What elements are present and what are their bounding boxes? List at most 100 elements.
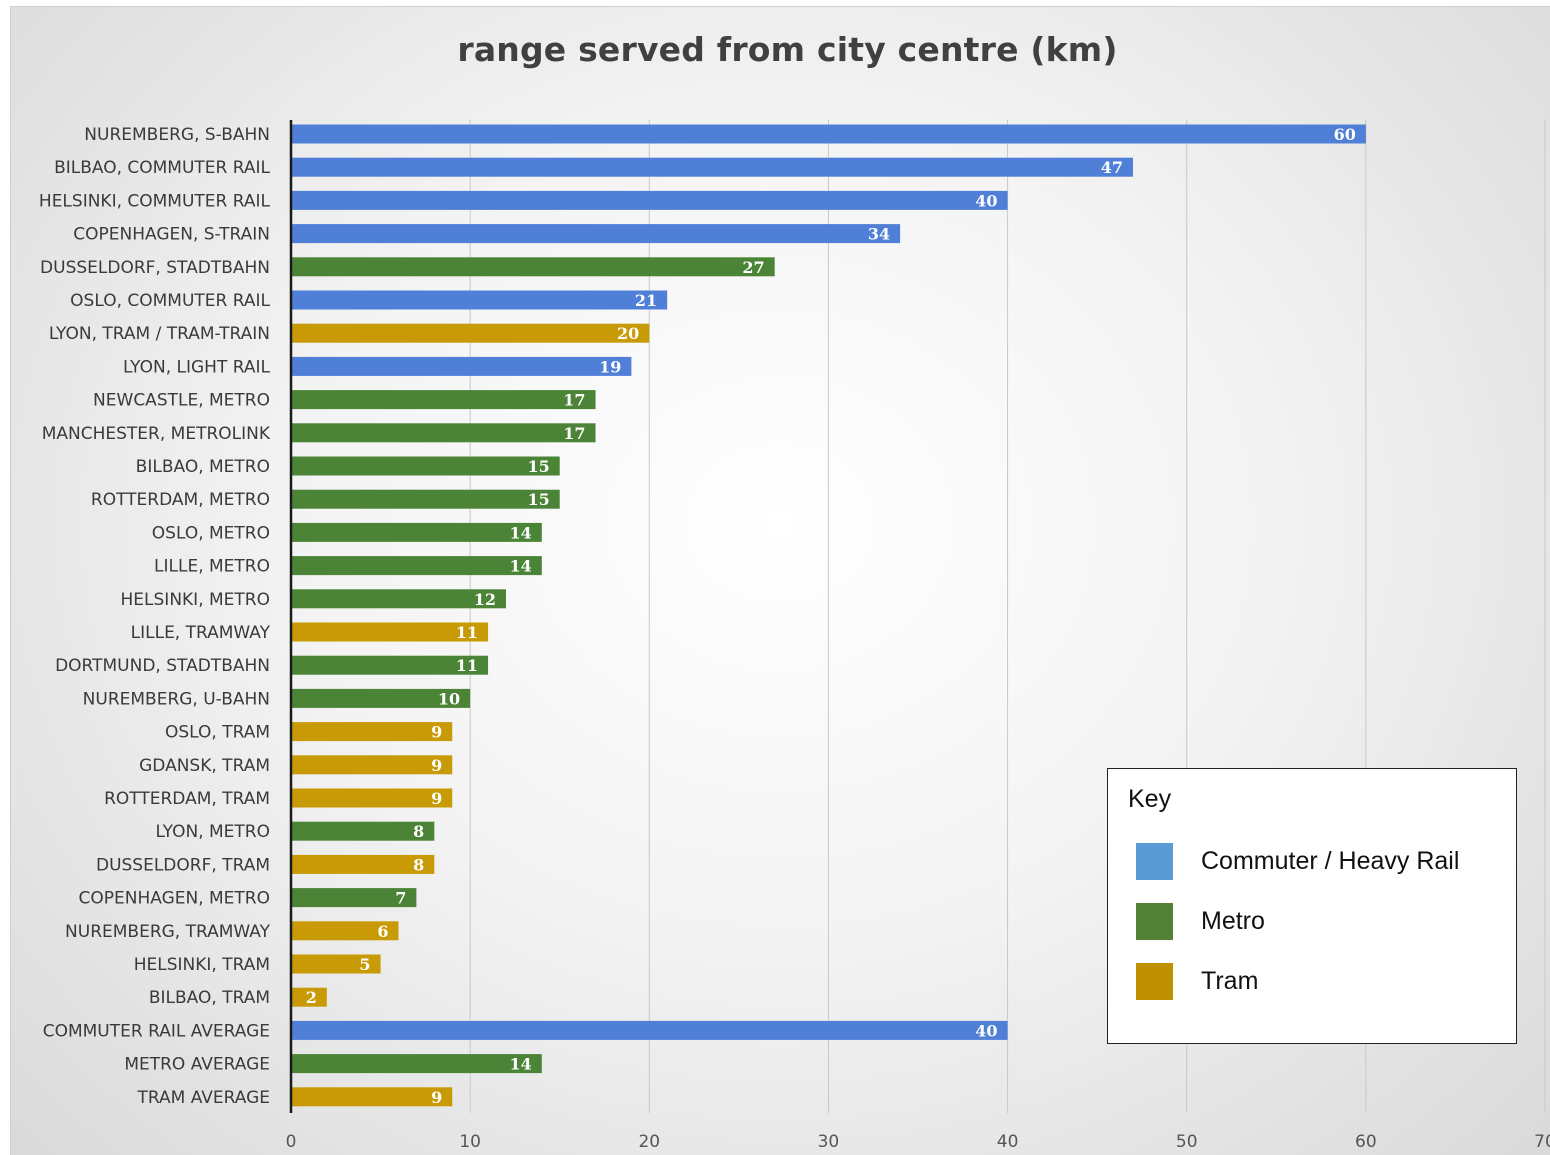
bar [291,622,489,642]
legend-label-tram: Tram [1201,967,1259,995]
bar [291,556,542,576]
bar [291,489,560,509]
category-label: BILBAO, TRAM [149,988,270,1008]
data-label: 8 [413,855,424,874]
data-label: 15 [527,490,549,509]
bar [291,688,471,708]
category-label: NUREMBERG, U-BAHN [83,689,270,709]
data-label: 5 [359,955,370,974]
legend-swatch-metro [1136,903,1173,940]
data-label: 20 [617,324,639,343]
x-tick-label: 30 [818,1132,840,1152]
category-label: DORTMUND, STADTBAHN [55,656,270,676]
data-label: 17 [563,391,585,410]
x-tick-label: 20 [638,1132,660,1152]
data-labels: 6047403427212019171715151414121111109998… [306,125,1356,1107]
category-label: OSLO, COMMUTER RAIL [70,291,270,311]
bar [291,390,596,410]
category-label: LYON, METRO [155,822,270,842]
bar [291,888,417,908]
data-label: 15 [527,457,549,476]
legend: Key Commuter / Heavy Rail Metro Tram [1107,768,1517,1044]
data-label: 9 [431,789,442,808]
bar [291,589,506,609]
data-label: 17 [563,424,585,443]
category-label: LYON, TRAM / TRAM-TRAIN [49,324,270,344]
category-label: LYON, LIGHT RAIL [123,357,271,377]
bar [291,456,560,476]
data-label: 7 [395,889,406,908]
bar [291,157,1133,177]
legend-item-tram: Tram [1136,963,1506,1001]
bar [291,755,453,775]
category-label: NUREMBERG, S-BAHN [84,125,270,145]
category-label: TRAM AVERAGE [137,1088,271,1108]
bar [291,987,327,1007]
category-label: NUREMBERG, TRAMWAY [65,922,271,942]
bar [291,788,453,808]
data-label: 40 [975,1021,997,1040]
category-labels: NUREMBERG, S-BAHN BILBAO, COMMUTER RAIL HE… [39,125,271,1108]
data-label: 8 [413,822,424,841]
data-label: 9 [431,756,442,775]
data-label: 2 [306,988,317,1007]
bar [291,224,901,244]
legend-swatch-tram [1136,963,1173,1000]
bar [291,954,381,974]
bar [291,124,1366,144]
bar [291,921,399,941]
bar [291,323,650,343]
bar [291,423,596,443]
chart-title: range served from city centre (km) [457,30,1118,69]
category-label: COPENHAGEN, S-TRAIN [73,225,270,245]
x-tick-label: 0 [286,1132,297,1152]
category-label: LILLE, TRAMWAY [131,623,271,643]
data-label: 12 [474,590,496,609]
bar [291,722,453,742]
x-axis-ticks: 0 10 20 30 40 50 60 70 [286,1132,1550,1152]
category-label: BILBAO, COMMUTER RAIL [54,158,270,178]
x-tick-label: 40 [997,1132,1019,1152]
x-tick-label: 50 [1176,1132,1198,1152]
category-label: OSLO, TRAM [165,723,270,743]
category-label: ROTTERDAM, METRO [91,490,270,510]
data-label: 10 [438,689,460,708]
bar [291,190,1008,210]
data-label: 27 [742,258,764,277]
legend-item-commuter: Commuter / Heavy Rail [1136,843,1506,881]
bar [291,290,668,310]
bar [291,854,435,874]
x-tick-label: 70 [1534,1132,1550,1152]
category-label: NEWCASTLE, METRO [93,391,270,411]
bar [291,821,435,841]
data-label: 11 [456,656,478,675]
category-label: HELSINKI, METRO [121,590,270,610]
data-label: 14 [510,557,532,576]
x-tick-label: 10 [459,1132,481,1152]
data-label: 34 [868,225,890,244]
bar [291,356,632,376]
bar [291,655,489,675]
data-label: 9 [431,1088,442,1107]
data-label: 14 [510,523,532,542]
x-tick-label: 60 [1355,1132,1377,1152]
category-label: COPENHAGEN, METRO [79,889,271,909]
data-label: 47 [1101,158,1123,177]
category-label: BILBAO, METRO [136,457,270,477]
bar [291,1054,542,1074]
category-label: HELSINKI, COMMUTER RAIL [39,191,271,211]
bars [291,124,1366,1107]
category-label: DUSSELDORF, TRAM [96,855,270,875]
category-label: LILLE, METRO [154,557,270,577]
bar [291,522,542,542]
data-label: 19 [599,357,621,376]
category-label: DUSSELDORF, STADTBAHN [40,258,270,278]
category-label: OSLO, METRO [152,523,270,543]
data-label: 40 [975,191,997,210]
data-label: 21 [635,291,657,310]
category-label: HELSINKI, TRAM [134,955,270,975]
category-label: COMMUTER RAIL AVERAGE [43,1021,270,1041]
bar [291,1020,1008,1040]
category-label: ROTTERDAM, TRAM [104,789,270,809]
bar [291,1087,453,1107]
